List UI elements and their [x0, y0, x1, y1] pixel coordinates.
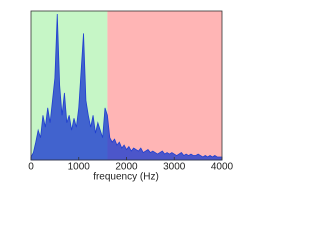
spectrum-area: [30, 13, 223, 161]
x-tick-label: 2000: [115, 162, 138, 173]
x-tick-label: 1000: [68, 162, 91, 173]
x-tick-label: 4000: [211, 162, 234, 173]
chart: frequency (Hz) 0 1000 2000 3000 4000: [28, 10, 234, 183]
x-axis-label: frequency (Hz): [93, 172, 159, 183]
x-tick-label: 3000: [163, 162, 186, 173]
x-tick-label: 0: [28, 162, 34, 173]
shaded-region: [107, 11, 222, 160]
